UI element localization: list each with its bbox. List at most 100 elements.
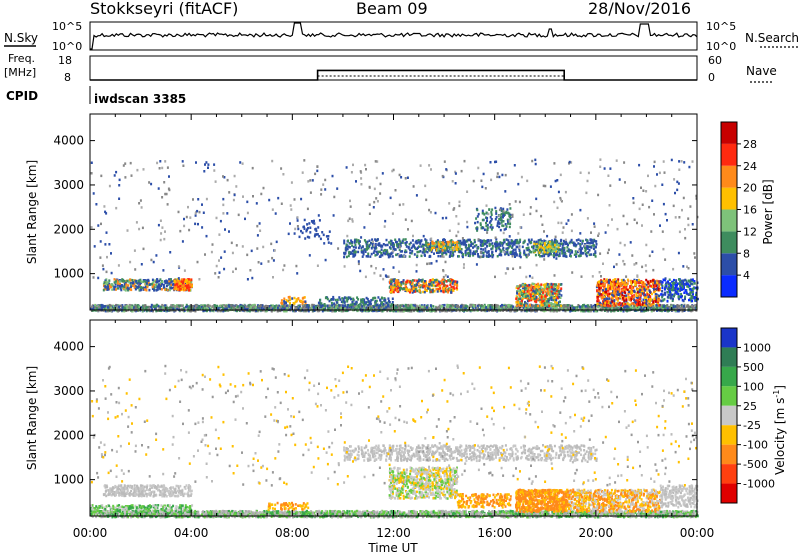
echo-cell [120, 288, 123, 292]
echo-cell [429, 279, 432, 282]
echo-cell [550, 298, 553, 302]
echo-cell [371, 309, 374, 313]
echo-cell [560, 287, 563, 290]
echo-cell [265, 307, 268, 311]
echo-cell [289, 303, 291, 307]
echo-cell [108, 305, 111, 309]
echo-cell [424, 254, 426, 257]
echo-cell [569, 249, 572, 252]
echo-cell [525, 254, 527, 257]
echo-cell [130, 288, 133, 292]
echo-cell [181, 304, 184, 308]
echo-cell [200, 306, 203, 309]
echo-cell [469, 253, 472, 256]
echo-cell [453, 287, 456, 290]
echo-cell [571, 306, 574, 309]
echo-cell [528, 250, 531, 253]
echo-cell [495, 247, 498, 250]
echo-cell [586, 307, 589, 310]
echo-cell [262, 307, 265, 310]
echo-cell [358, 244, 361, 247]
echo-cell [396, 253, 399, 256]
echo-cell [527, 238, 530, 242]
echo-cell [268, 307, 271, 310]
echo-cell [284, 304, 287, 307]
echo-cell [555, 301, 558, 305]
echo-cell [436, 290, 439, 293]
echo-cell [634, 304, 637, 307]
echo-cell [525, 292, 528, 295]
nave-label: Nave [746, 64, 777, 78]
echo-cell [543, 302, 546, 305]
echo-cell [162, 306, 165, 309]
echo-cell [429, 288, 432, 291]
echo-cell [676, 309, 679, 313]
echo-cell [145, 279, 148, 282]
echo-cell [500, 250, 503, 253]
echo-cell [546, 288, 549, 291]
echo-cell [459, 245, 462, 248]
echo-cell [317, 304, 320, 308]
echo-cell [327, 307, 330, 310]
echo-cell [499, 309, 502, 312]
echo-cell [367, 247, 370, 250]
echo-cell [538, 284, 541, 287]
echo-cell [195, 304, 198, 308]
echo-cell [540, 240, 543, 243]
echo-cell [404, 307, 407, 311]
echo-cell [104, 309, 107, 313]
echo-cell [365, 242, 368, 246]
echo-cell [449, 304, 452, 308]
echo-cell [575, 255, 577, 258]
echo-cell [527, 287, 530, 290]
echo-cell [539, 242, 542, 246]
echo-cell [451, 246, 454, 250]
echo-cell [418, 306, 421, 310]
echo-cell [530, 241, 533, 244]
echo-cell [178, 304, 181, 308]
echo-cell [529, 293, 532, 296]
echo-cell [449, 246, 452, 249]
echo-cell [573, 242, 576, 246]
echo-cell [182, 284, 185, 287]
echo-cell [301, 307, 304, 310]
echo-cell [372, 296, 375, 300]
echo-cell [458, 309, 461, 313]
echo-cell [556, 292, 559, 295]
echo-cell [472, 254, 475, 257]
echo-cell [121, 306, 124, 309]
echo-cell [206, 304, 209, 307]
echo-cell [404, 284, 407, 288]
echo-cell [331, 307, 334, 311]
echo-cell [98, 307, 101, 310]
echo-cell [528, 290, 531, 293]
echo-cell [182, 307, 185, 310]
echo-cell [536, 304, 539, 308]
echo-cell [549, 245, 552, 248]
echo-cell [639, 306, 642, 309]
echo-cell [348, 246, 351, 249]
echo-cell [387, 255, 390, 259]
echo-cell [557, 302, 559, 305]
echo-cell [304, 306, 307, 310]
echo-cell [428, 283, 431, 286]
echo-cell [643, 305, 646, 309]
echo-cell [376, 305, 378, 308]
echo-cell [344, 247, 347, 250]
echo-cell [450, 288, 452, 292]
echo-cell [541, 243, 543, 247]
echo-cell [425, 240, 427, 243]
echo-cell [395, 253, 398, 257]
echo-cell [534, 297, 536, 301]
echo-cell [108, 279, 111, 282]
echo-cell [407, 247, 410, 250]
echo-cell [486, 305, 489, 308]
echo-cell [141, 280, 144, 284]
echo-cell [518, 249, 521, 252]
echo-cell [370, 252, 373, 256]
echo-cell [525, 247, 528, 250]
echo-cell [557, 295, 560, 298]
echo-cell [526, 284, 529, 287]
echo-cell [248, 309, 251, 313]
echo-cell [573, 244, 576, 247]
